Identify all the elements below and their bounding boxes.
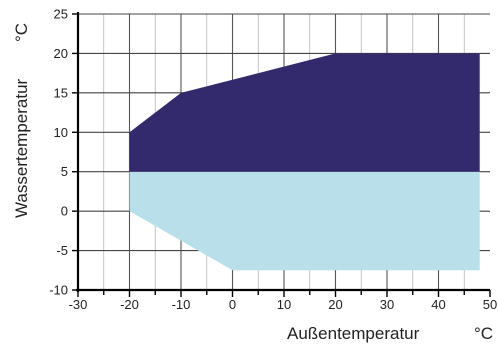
x-tick-label: -30 [69,297,88,312]
y-tick-label: 5 [61,164,68,179]
x-tick-label: 50 [483,297,497,312]
x-tick-label: -10 [172,297,191,312]
y-tick-label: 20 [54,46,68,61]
y-tick-label: 15 [54,85,68,100]
region-1 [129,171,480,271]
x-tick-label: 10 [277,297,291,312]
x-tick-label: 0 [229,297,236,312]
region-2 [129,53,480,172]
y-axis-unit: °C [12,23,31,42]
x-tick-labels: -30 -20 -10 0 10 20 30 40 50 [69,297,498,312]
y-tick-label: 25 [54,7,68,22]
x-axis-title: Außentemperatur [287,324,420,343]
x-tick-label: -20 [120,297,139,312]
x-tick-label: 40 [431,297,445,312]
y-tick-labels: -10 -5 0 5 10 15 20 25 [49,7,68,298]
y-axis-title: Wassertemperatur [12,78,31,218]
operating-regions [129,53,480,271]
axes [72,12,491,297]
x-axis-unit: °C [474,324,493,343]
x-tick-label: 20 [328,297,342,312]
y-tick-label: 10 [54,125,68,140]
y-tick-label: -5 [56,243,68,258]
y-tick-label: 0 [61,204,68,219]
x-tick-label: 30 [380,297,394,312]
y-tick-label: -10 [49,283,68,298]
